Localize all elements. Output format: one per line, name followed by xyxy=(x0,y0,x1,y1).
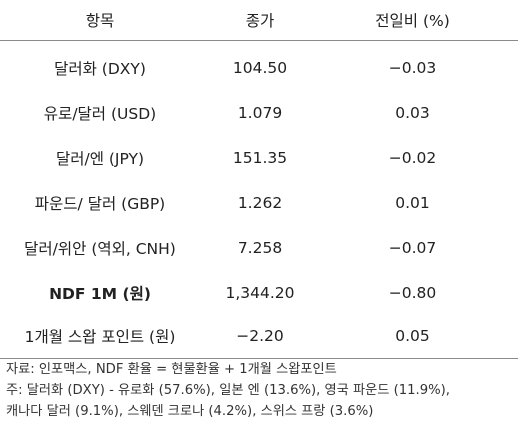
row-change: −0.07 xyxy=(388,238,437,257)
table-footnotes: 자료: 인포맥스, NDF 환율 = 현물환율 + 1개월 스왑포인트 주: 달… xyxy=(6,359,516,422)
table-row-highlight: NDF 1M (원) 1,344.20 −0.80 xyxy=(0,270,518,315)
row-item: 달러/엔 (JPY) xyxy=(55,149,145,168)
row-change: 0.03 xyxy=(395,103,430,122)
header-close: 종가 xyxy=(245,12,275,30)
header-item: 항목 xyxy=(85,12,115,30)
row-change: −0.02 xyxy=(388,148,437,167)
row-item: 달러화 (DXY) xyxy=(54,59,146,78)
row-close: 1,344.20 xyxy=(225,283,295,302)
table-row: 파운드/ 달러 (GBP) 1.262 0.01 xyxy=(0,180,518,225)
row-item: 파운드/ 달러 (GBP) xyxy=(34,194,166,213)
row-close: −2.20 xyxy=(236,326,284,345)
row-change: −0.80 xyxy=(388,283,437,302)
row-close: 7.258 xyxy=(237,238,283,257)
row-item: 달러/위안 (역외, CNH) xyxy=(24,239,176,258)
row-change: 0.01 xyxy=(395,193,430,212)
row-change: −0.03 xyxy=(388,58,437,77)
row-close: 1.262 xyxy=(237,193,283,212)
row-item: 유로/달러 (USD) xyxy=(43,104,157,123)
source-note: 자료: 인포맥스, NDF 환율 = 현물환율 + 1개월 스왑포인트 xyxy=(6,362,337,377)
row-item: NDF 1M (원) xyxy=(49,284,151,303)
dxy-composition-note: 주: 달러화 (DXY) - 유로화 (57.6%), 일본 엔 (13.6%)… xyxy=(6,383,450,398)
row-item: 1개월 스왑 포인트 (원) xyxy=(24,327,176,346)
table-row: 유로/달러 (USD) 1.079 0.03 xyxy=(0,90,518,135)
table-row: 달러/엔 (JPY) 151.35 −0.02 xyxy=(0,135,518,180)
header-change: 전일비 (%) xyxy=(375,12,450,30)
row-change: 0.05 xyxy=(395,326,430,345)
row-close: 1.079 xyxy=(237,103,283,122)
row-close: 104.50 xyxy=(232,58,288,77)
table-row: 달러/위안 (역외, CNH) 7.258 −0.07 xyxy=(0,225,518,270)
row-close: 151.35 xyxy=(232,148,288,167)
table-header: 항목 종가 전일비 (%) xyxy=(0,0,518,41)
table-row: 1개월 스왑 포인트 (원) −2.20 0.05 xyxy=(0,313,518,359)
dxy-composition-note-cont: 캐나다 달러 (9.1%), 스웨덴 크로나 (4.2%), 스위스 프랑 (3… xyxy=(6,404,374,419)
table-row: 달러화 (DXY) 104.50 −0.03 xyxy=(0,45,518,90)
